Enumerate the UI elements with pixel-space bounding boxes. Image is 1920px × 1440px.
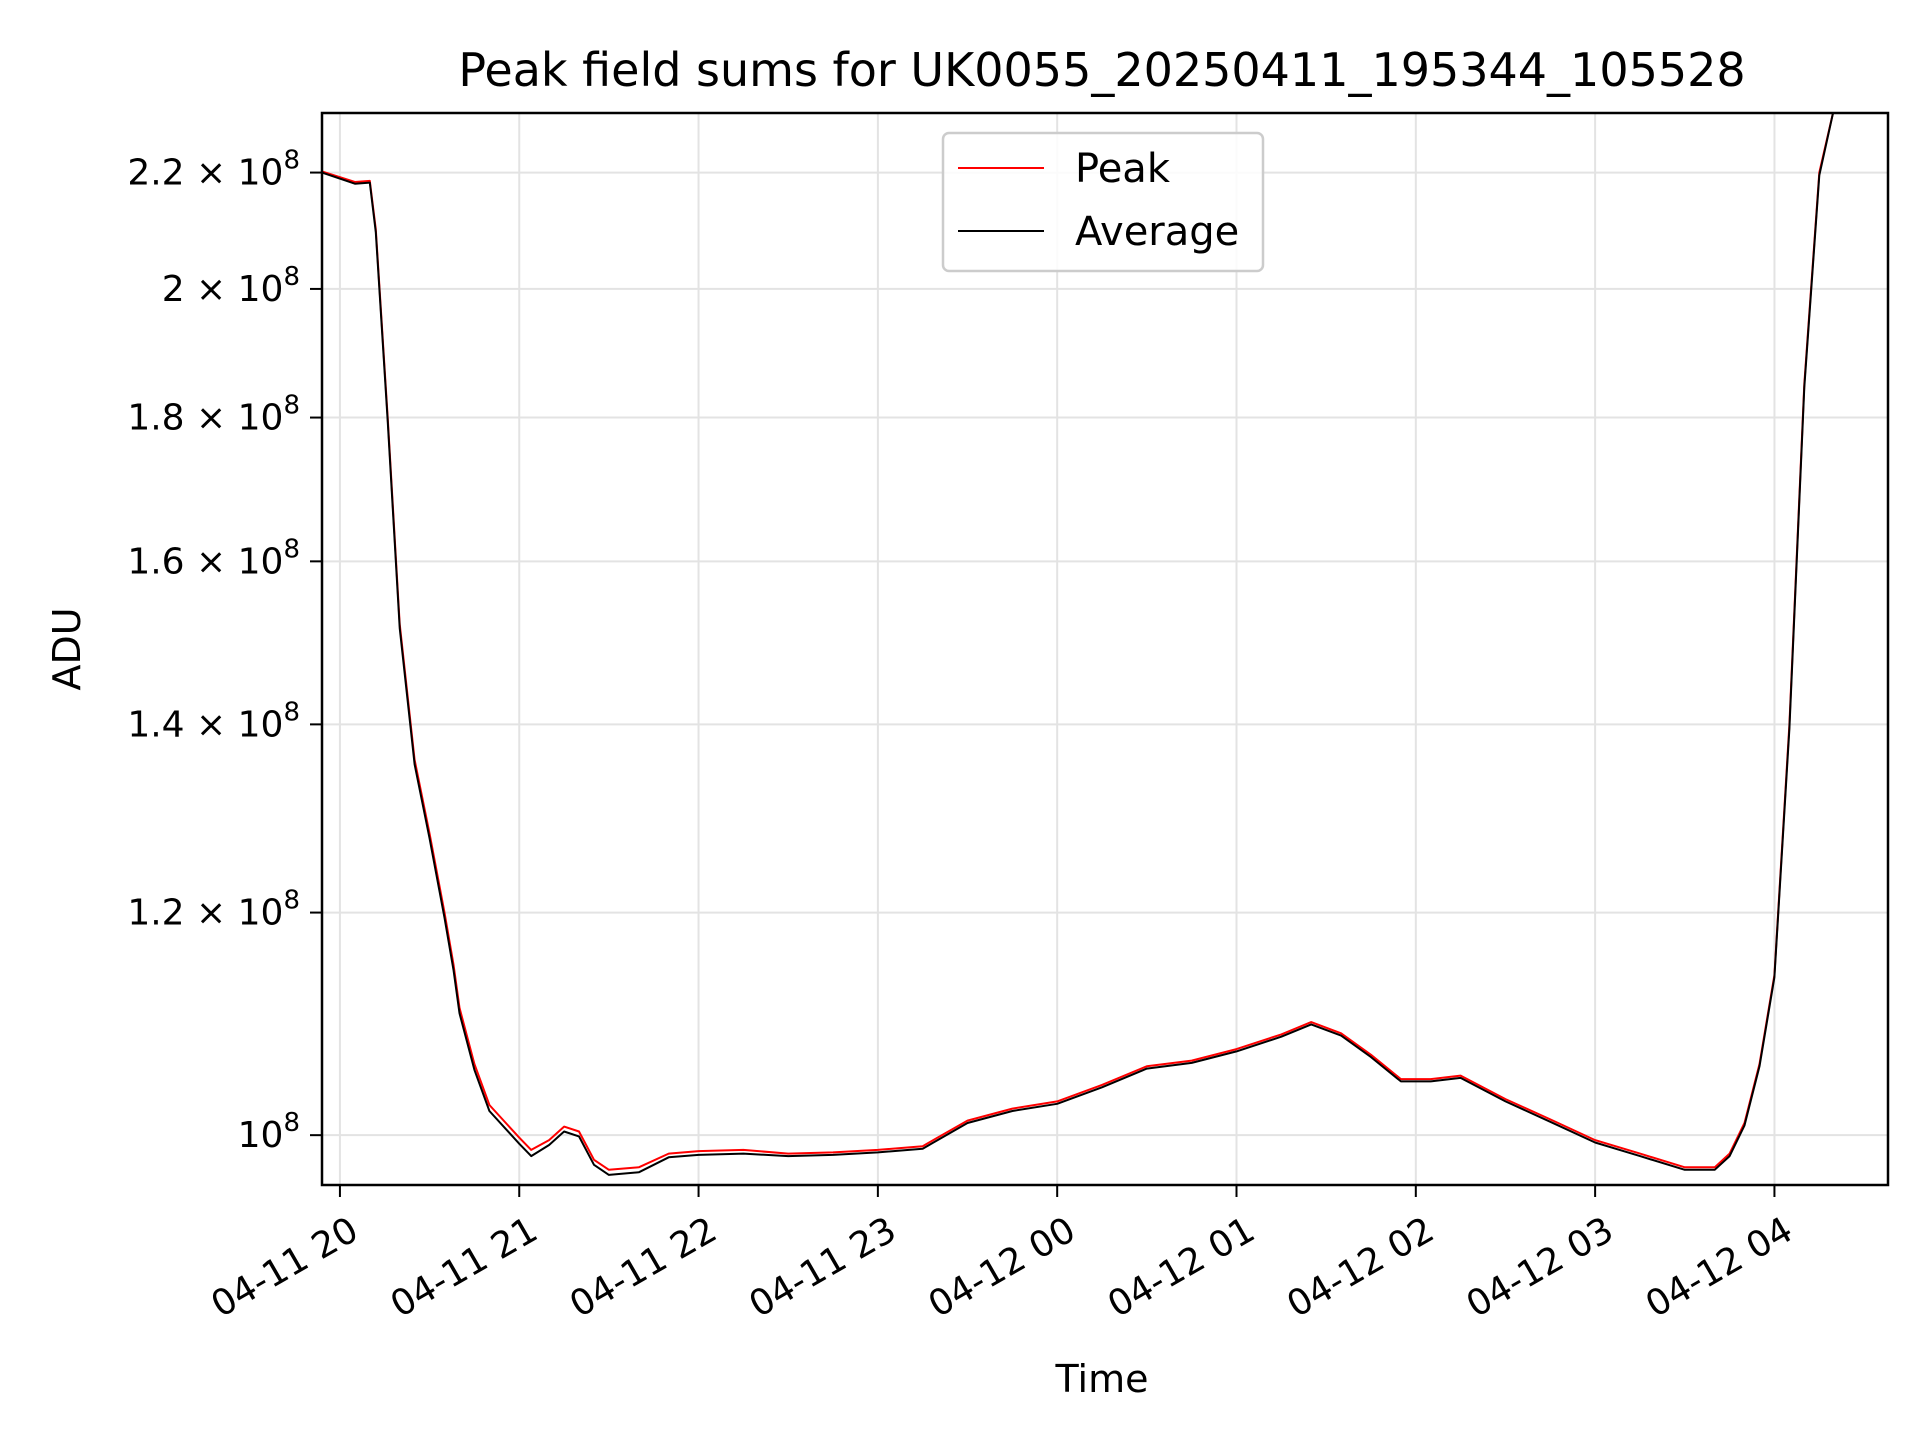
legend-label-average: Average [1075,209,1239,255]
legend: Peak Average [941,131,1265,273]
y-axis-label: ADU [45,607,89,690]
chart-title: Peak field sums for UK0055_20250411_1953… [458,43,1745,97]
y-tick-label: 2.2 × 108 [127,146,300,194]
grid-layer [322,113,1888,1185]
plot-frame [320,111,1890,1187]
y-tick-label: 2 × 108 [162,262,300,310]
y-tick-label: 108 [238,1108,300,1156]
y-tick-label: 1.6 × 108 [127,534,300,582]
y-tick-label: 1.4 × 108 [127,697,300,745]
y-tick-label: 1.8 × 108 [127,391,300,439]
x-axis-label: Time [1055,1357,1149,1401]
series-line-average [322,113,1835,1176]
y-tick-label: 1.2 × 108 [127,886,300,934]
legend-label-peak: Peak [1075,146,1171,192]
series-layer [322,113,1835,1176]
